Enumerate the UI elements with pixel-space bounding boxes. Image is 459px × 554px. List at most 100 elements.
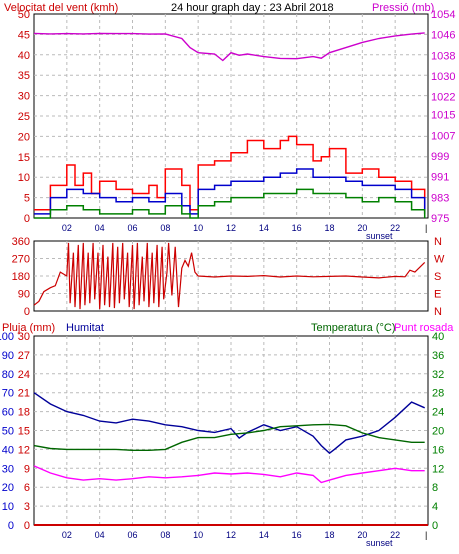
dew_point-line <box>33 465 425 484</box>
temperature-tick-label: 12 <box>432 463 444 475</box>
temp-x-tick-label: 14 <box>259 530 269 540</box>
compass-tick-label: E <box>434 289 441 301</box>
wind-x-tick-label: 10 <box>193 223 203 233</box>
humidity-tick-label: 50 <box>2 426 14 438</box>
pressure-tick-label: 1022 <box>431 92 455 104</box>
rain-tick-label: 18 <box>18 407 30 419</box>
pressure-tick-label: 999 <box>431 151 449 163</box>
humidity-tick-label: 30 <box>2 463 14 475</box>
pressure-tick-label: 1007 <box>431 130 455 142</box>
humidity-tick-label: 70 <box>2 388 14 400</box>
rain-tick-label: 27 <box>18 350 30 362</box>
temp-x-tick-label: 12 <box>226 530 236 540</box>
compass-tick-label: S <box>434 271 441 283</box>
pressure-tick-label: 1038 <box>431 50 455 62</box>
humidity-axis-title: Humitat <box>66 322 104 334</box>
direction-tick-label: 90 <box>18 289 30 301</box>
direction-tick-label: 270 <box>12 254 30 266</box>
wind-tick-label: 35 <box>18 70 30 82</box>
pressure-tick-label: 983 <box>431 192 449 204</box>
chart-title: 24 hour graph day : 23 Abril 2018 <box>171 2 334 14</box>
end-tick-marker-bottom: | <box>425 530 427 540</box>
wind_avg-line <box>34 168 426 215</box>
temp-x-tick-label: 18 <box>324 530 334 540</box>
rain-tick-label: 9 <box>24 463 30 475</box>
temperature-tick-label: 32 <box>432 369 444 381</box>
wind-x-tick-label: 18 <box>324 223 334 233</box>
compass-tick-label: N <box>434 306 442 318</box>
temperature-tick-label: 4 <box>432 501 438 513</box>
temperature-tick-label: 40 <box>432 331 444 343</box>
rain-tick-label: 3 <box>24 501 30 513</box>
pressure-tick-label: 1054 <box>431 9 455 21</box>
pressure-tick-label: 975 <box>431 213 449 225</box>
compass-tick-label: W <box>434 254 445 266</box>
wind-tick-label: 50 <box>18 9 30 21</box>
temp-x-tick-label: 20 <box>357 530 367 540</box>
humidity-tick-label: 60 <box>2 407 14 419</box>
wind-tick-label: 40 <box>18 50 30 62</box>
rain-tick-label: 30 <box>18 331 30 343</box>
rain-tick-label: 21 <box>18 388 30 400</box>
temp-x-tick-label: 06 <box>127 530 137 540</box>
sunset-label-top: sunset <box>366 231 393 241</box>
wind-tick-label: 10 <box>18 172 30 184</box>
wind-tick-label: 25 <box>18 111 30 123</box>
humidity-tick-label: 0 <box>8 520 14 532</box>
humidity-tick-label: 40 <box>2 444 14 456</box>
wind-direction-line <box>33 242 426 310</box>
direction-tick-label: 0 <box>24 306 30 318</box>
wind-tick-label: 20 <box>18 131 30 143</box>
wind-tick-label: 45 <box>18 29 30 41</box>
wind-x-tick-label: 14 <box>259 223 269 233</box>
wind-tick-label: 5 <box>24 193 30 205</box>
wind-tick-label: 0 <box>24 213 30 225</box>
wind-x-tick-label: 16 <box>292 223 302 233</box>
pressure-tick-label: 1030 <box>431 71 455 83</box>
direction-tick-label: 360 <box>12 236 30 248</box>
wind_min-line <box>34 188 426 219</box>
sunset-label-bottom: sunset <box>366 538 393 548</box>
temp-x-tick-label: 22 <box>390 530 400 540</box>
temperature-axis-title: Temperatura (°C) <box>311 322 395 334</box>
wind-x-tick-label: 22 <box>390 223 400 233</box>
wind-x-tick-label: 02 <box>62 223 72 233</box>
rain-axis-title: Pluja (mm) <box>2 322 55 334</box>
rain-tick-label: 15 <box>18 426 30 438</box>
end-tick-marker-top: | <box>425 223 427 233</box>
humidity-tick-label: 100 <box>0 331 14 343</box>
temperature-tick-label: 16 <box>432 444 444 456</box>
pressure-line <box>33 32 425 62</box>
humidity-tick-label: 10 <box>2 501 14 513</box>
temp-x-tick-label: 02 <box>62 530 72 540</box>
temp-x-tick-label: 08 <box>160 530 170 540</box>
wind-x-tick-label: 06 <box>127 223 137 233</box>
dew-axis-title: Punt rosada <box>394 322 454 334</box>
rain-tick-label: 0 <box>24 520 30 532</box>
wind-tick-label: 15 <box>18 152 30 164</box>
rain-tick-label: 6 <box>24 482 30 494</box>
humidity-tick-label: 80 <box>2 369 14 381</box>
temp-x-tick-label: 16 <box>292 530 302 540</box>
pressure-tick-label: 1015 <box>431 110 455 122</box>
temperature-tick-label: 0 <box>432 520 438 532</box>
rain-tick-label: 24 <box>18 369 30 381</box>
temperature-tick-label: 36 <box>432 350 444 362</box>
humidity-tick-label: 20 <box>2 482 14 494</box>
temp-x-tick-label: 10 <box>193 530 203 540</box>
temperature-tick-label: 20 <box>432 426 444 438</box>
wind-x-tick-label: 12 <box>226 223 236 233</box>
wind-x-tick-label: 20 <box>357 223 367 233</box>
temperature-tick-label: 28 <box>432 388 444 400</box>
direction-tick-label: 180 <box>12 271 30 283</box>
compass-tick-label: N <box>434 236 442 248</box>
pressure-tick-label: 1046 <box>431 30 455 42</box>
wind-tick-label: 30 <box>18 91 30 103</box>
humidity-line <box>33 392 425 455</box>
temperature-tick-label: 8 <box>432 482 438 494</box>
humidity-tick-label: 90 <box>2 350 14 362</box>
wind-x-tick-label: 04 <box>95 223 105 233</box>
wind-x-tick-label: 08 <box>160 223 170 233</box>
pressure-axis-title: Pressió (mb) <box>372 2 434 14</box>
temp-x-tick-label: 04 <box>95 530 105 540</box>
